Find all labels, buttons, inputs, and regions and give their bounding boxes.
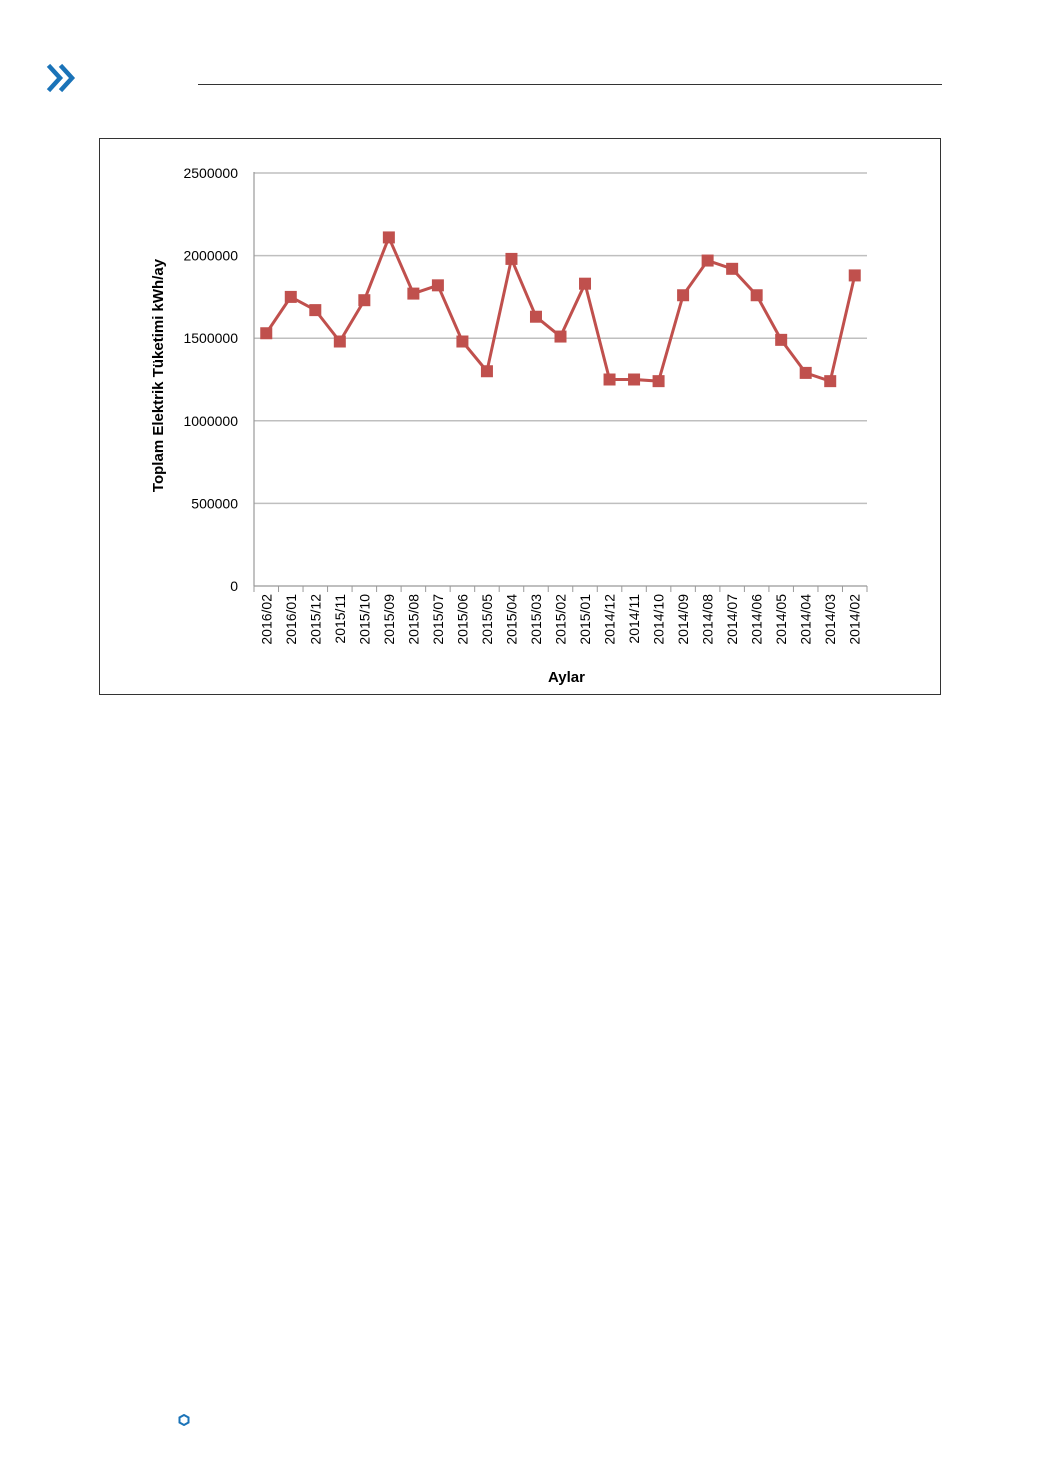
x-tick-label: 2015/12 bbox=[307, 594, 323, 645]
data-point-marker bbox=[333, 335, 346, 348]
x-tick-label: 2014/05 bbox=[773, 594, 789, 645]
data-point-marker bbox=[284, 290, 297, 303]
x-tick-label: 2016/01 bbox=[283, 594, 299, 645]
data-point-marker bbox=[382, 231, 395, 244]
data-point-marker bbox=[529, 310, 542, 323]
data-point-marker bbox=[677, 289, 690, 302]
x-tick-label: 2014/10 bbox=[651, 594, 667, 645]
x-tick-label: 2014/11 bbox=[626, 594, 642, 644]
data-point-marker bbox=[824, 375, 837, 388]
x-tick-label: 2014/04 bbox=[798, 594, 814, 645]
data-point-marker bbox=[480, 365, 493, 378]
data-point-marker bbox=[505, 252, 518, 265]
x-tick-label: 2014/08 bbox=[700, 594, 716, 645]
data-point-marker bbox=[701, 254, 714, 267]
x-tick-label: 2015/01 bbox=[577, 594, 593, 645]
x-tick-label: 2014/06 bbox=[749, 594, 765, 645]
x-tick-label: 2015/04 bbox=[503, 594, 519, 645]
y-tick-label: 2500000 bbox=[183, 165, 238, 181]
double-chevron-right-icon bbox=[46, 63, 76, 93]
x-tick-label: 2015/03 bbox=[528, 594, 544, 645]
x-tick-label: 2015/10 bbox=[356, 594, 372, 645]
x-tick-label: 2016/02 bbox=[258, 594, 274, 645]
y-axis-title: Toplam Elektrik Tüketimi kWh/ay bbox=[150, 258, 167, 492]
hexagon-icon bbox=[178, 1414, 190, 1426]
x-tick-label: 2014/12 bbox=[602, 594, 618, 645]
x-tick-label: 2015/05 bbox=[479, 594, 495, 645]
x-tick-label: 2014/03 bbox=[822, 594, 838, 645]
series-line bbox=[265, 235, 857, 383]
data-point-marker bbox=[603, 373, 616, 386]
x-axis-title: Aylar bbox=[548, 669, 585, 686]
data-point-marker bbox=[750, 289, 763, 302]
x-tick-label: 2014/07 bbox=[724, 594, 740, 645]
x-tick-label: 2014/02 bbox=[847, 594, 863, 645]
y-tick-label: 500000 bbox=[191, 495, 238, 511]
y-tick-label: 1000000 bbox=[183, 413, 238, 429]
y-tick-label: 0 bbox=[230, 578, 238, 594]
line-chart: 0 500000 1000000 1500000 2000000 2500000 2016/… bbox=[150, 165, 868, 686]
chart-frame: 0 500000 1000000 1500000 2000000 2500000 2016/… bbox=[99, 138, 941, 695]
data-point-marker bbox=[358, 294, 371, 307]
data-point-marker bbox=[652, 375, 665, 388]
data-point-marker bbox=[309, 304, 322, 317]
y-tick-label: 2000000 bbox=[183, 248, 238, 264]
x-tick-label: 2014/09 bbox=[675, 594, 691, 645]
x-tick-label: 2015/09 bbox=[381, 594, 397, 645]
data-point-marker bbox=[407, 287, 420, 300]
x-tick-label: 2015/02 bbox=[553, 594, 569, 645]
y-tick-label: 1500000 bbox=[183, 330, 238, 346]
data-point-marker bbox=[554, 330, 567, 343]
data-point-marker bbox=[579, 277, 592, 290]
data-point-marker bbox=[799, 366, 812, 379]
data-point-marker bbox=[726, 262, 739, 275]
data-point-marker bbox=[260, 327, 273, 340]
data-point-marker bbox=[456, 335, 469, 348]
x-tick-label: 2015/07 bbox=[430, 594, 446, 645]
data-point-marker bbox=[775, 333, 788, 346]
data-point-marker bbox=[848, 269, 861, 282]
data-point-marker bbox=[431, 279, 444, 292]
header-rule bbox=[198, 84, 942, 85]
x-tick-label: 2015/11 bbox=[332, 594, 348, 644]
x-tick-label: 2015/06 bbox=[454, 594, 470, 645]
data-point-marker bbox=[628, 373, 641, 386]
x-tick-label: 2015/08 bbox=[405, 594, 421, 645]
